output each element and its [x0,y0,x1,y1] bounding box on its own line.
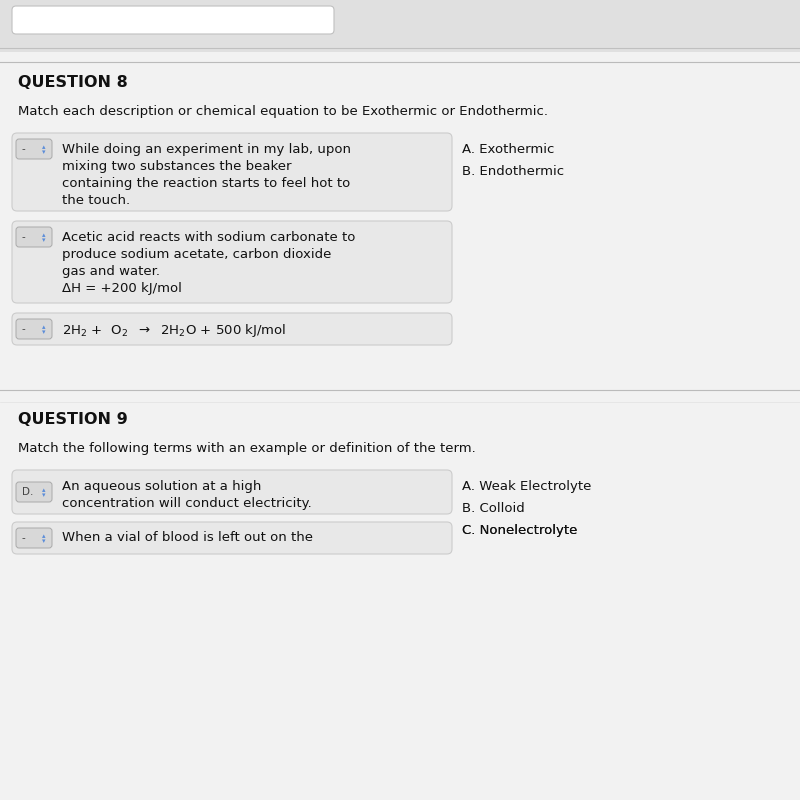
Text: B. Endothermic: B. Endothermic [462,165,564,178]
Text: An aqueous solution at a high: An aqueous solution at a high [62,480,262,493]
Text: -: - [22,324,26,334]
Text: D.: D. [22,487,34,497]
Text: -: - [22,144,26,154]
FancyBboxPatch shape [16,482,52,502]
Text: Acetic acid reacts with sodium carbonate to: Acetic acid reacts with sodium carbonate… [62,231,355,244]
Text: the touch.: the touch. [62,194,130,207]
Text: ΔH = +200 kJ/mol: ΔH = +200 kJ/mol [62,282,182,295]
Text: ▾: ▾ [42,538,46,544]
Text: ▾: ▾ [42,237,46,243]
FancyBboxPatch shape [0,0,800,52]
FancyBboxPatch shape [12,221,452,303]
FancyBboxPatch shape [16,227,52,247]
Text: C. Nonelectrolyte: C. Nonelectrolyte [462,524,578,537]
Text: 2H$_2$ +  O$_2$  $\rightarrow$  2H$_2$O + 500 kJ/mol: 2H$_2$ + O$_2$ $\rightarrow$ 2H$_2$O + 5… [62,322,286,339]
Text: -: - [22,533,26,543]
FancyBboxPatch shape [16,528,52,548]
FancyBboxPatch shape [16,319,52,339]
Text: Match each description or chemical equation to be Exothermic or Endothermic.: Match each description or chemical equat… [18,105,548,118]
Text: -: - [22,232,26,242]
Text: ▴: ▴ [42,144,46,150]
Text: produce sodium acetate, carbon dioxide: produce sodium acetate, carbon dioxide [62,248,331,261]
FancyBboxPatch shape [12,522,452,554]
Text: ▴: ▴ [42,487,46,493]
Text: Match the following terms with an example or definition of the term.: Match the following terms with an exampl… [18,442,476,455]
Text: A. Weak Electrolyte: A. Weak Electrolyte [462,480,591,493]
Text: ▴: ▴ [42,533,46,539]
Text: ▴: ▴ [42,232,46,238]
FancyBboxPatch shape [16,139,52,159]
Text: ▾: ▾ [42,329,46,335]
FancyBboxPatch shape [12,470,452,514]
Text: concentration will conduct electricity.: concentration will conduct electricity. [62,497,312,510]
Text: QUESTION 9: QUESTION 9 [18,412,128,427]
Text: C. Nonelectrolyte: C. Nonelectrolyte [462,524,578,537]
FancyBboxPatch shape [12,6,334,34]
Text: QUESTION 8: QUESTION 8 [18,75,128,90]
FancyBboxPatch shape [12,313,452,345]
FancyBboxPatch shape [12,133,452,211]
Text: When a vial of blood is left out on the: When a vial of blood is left out on the [62,531,313,544]
Text: ▴: ▴ [42,324,46,330]
Text: ▾: ▾ [42,492,46,498]
Text: gas and water.: gas and water. [62,265,160,278]
Text: ▾: ▾ [42,149,46,155]
Text: containing the reaction starts to feel hot to: containing the reaction starts to feel h… [62,177,350,190]
Text: While doing an experiment in my lab, upon: While doing an experiment in my lab, upo… [62,143,351,156]
Text: A. Exothermic: A. Exothermic [462,143,554,156]
Text: mixing two substances the beaker: mixing two substances the beaker [62,160,291,173]
Text: B. Colloid: B. Colloid [462,502,525,515]
